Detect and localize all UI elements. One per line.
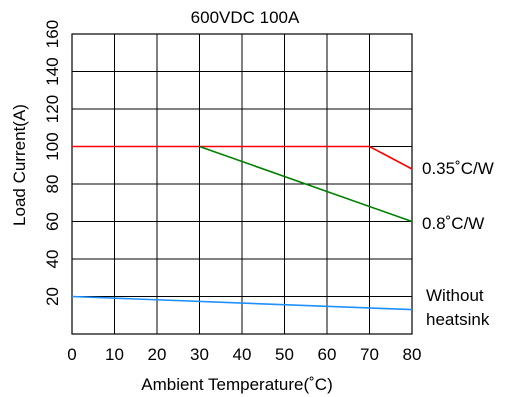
- y-axis-label: Load Current(A): [10, 104, 29, 226]
- series-line: [72, 145, 413, 170]
- x-tick-label: 10: [105, 345, 124, 364]
- series-label: 0.35˚C/W: [422, 159, 494, 178]
- grid: [72, 34, 412, 334]
- y-tick-label: 20: [43, 287, 62, 306]
- x-tick-label: 30: [190, 345, 209, 364]
- series-label: heatsink: [426, 310, 490, 329]
- series-line: [71, 295, 413, 311]
- x-axis-label: Ambient Temperature(˚C): [141, 375, 332, 394]
- series-lines: [71, 145, 413, 311]
- series-label: 0.8˚C/W: [422, 214, 484, 233]
- x-tick-labels: 0 10 20 30 40 50 60 70 80: [67, 345, 421, 364]
- series-label: Without: [426, 286, 484, 305]
- x-tick-label: 50: [275, 345, 294, 364]
- x-tick-label: 60: [318, 345, 337, 364]
- x-tick-label: 70: [360, 345, 379, 364]
- chart-title: 600VDC 100A: [191, 8, 300, 27]
- y-tick-label: 100: [43, 132, 62, 160]
- y-tick-label: 60: [43, 212, 62, 231]
- series-labels: 0.35˚C/W 0.8˚C/W Without heatsink: [422, 159, 494, 329]
- y-tick-labels: 20 40 60 80 100 120 140 160: [43, 20, 62, 306]
- x-tick-label: 80: [403, 345, 422, 364]
- y-tick-label: 40: [43, 250, 62, 269]
- series-line: [199, 145, 413, 223]
- x-tick-label: 0: [67, 345, 76, 364]
- y-tick-label: 140: [43, 57, 62, 85]
- x-tick-label: 20: [148, 345, 167, 364]
- y-tick-label: 160: [43, 20, 62, 48]
- x-tick-label: 40: [233, 345, 252, 364]
- y-tick-label: 120: [43, 95, 62, 123]
- plot-area-frame: [71, 33, 413, 335]
- y-tick-label: 80: [43, 175, 62, 194]
